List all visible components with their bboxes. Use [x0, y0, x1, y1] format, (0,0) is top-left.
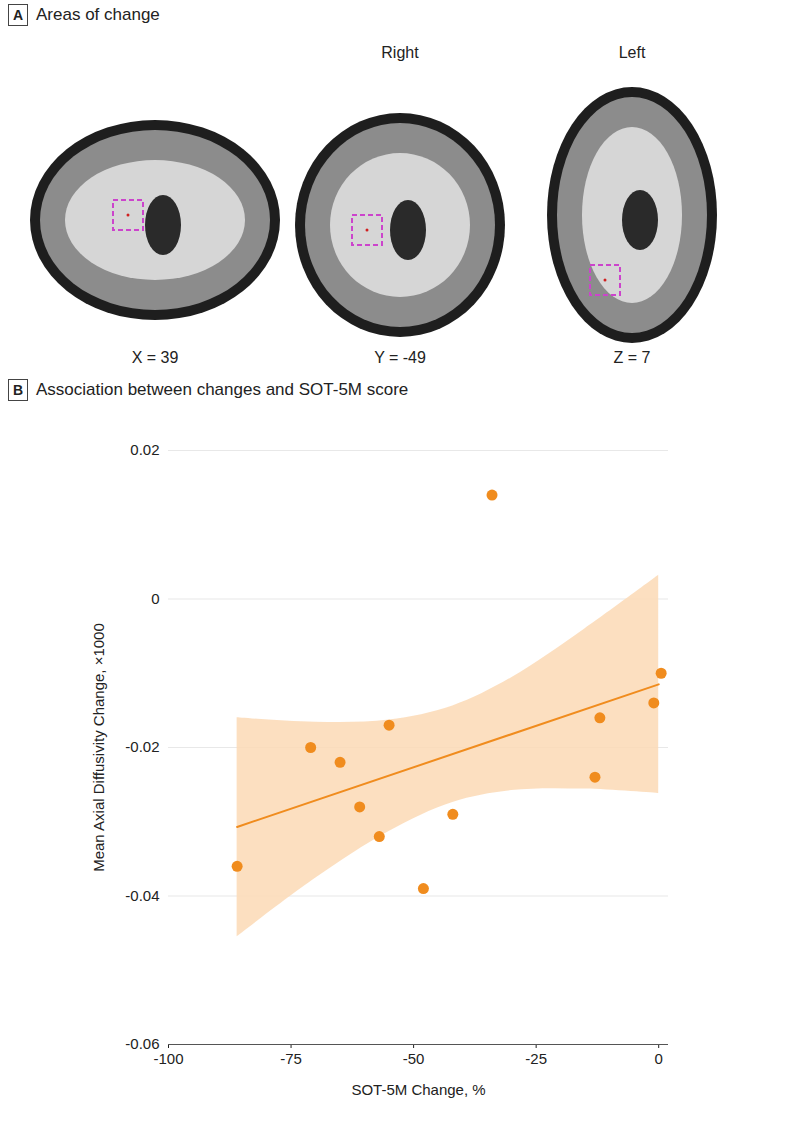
html-text:Areas of change: Areas of change [36, 5, 160, 24]
svg-text:SOT-5M Change, %: SOT-5M Change, % [351, 1081, 485, 1098]
svg-text:0: 0 [655, 1050, 663, 1067]
svg-text:0: 0 [151, 590, 159, 607]
svg-text:Left: Left [619, 44, 646, 61]
svg-text:-25: -25 [525, 1050, 547, 1067]
svg-text:Y = -49: Y = -49 [374, 349, 426, 366]
svg-text:-100: -100 [153, 1050, 183, 1067]
svg-text:Right: Right [381, 44, 419, 61]
svg-text:X = 39: X = 39 [132, 349, 179, 366]
svg-text:Z = 7: Z = 7 [614, 349, 651, 366]
svg-text:-0.06: -0.06 [125, 1035, 160, 1053]
svg-text:Mean Axial Diffusivity Change,: Mean Axial Diffusivity Change, ×1000 [90, 623, 107, 872]
svg-text:-0.02: -0.02 [125, 738, 159, 755]
html-text:A: A [12, 7, 24, 23]
html-text:B: B [12, 382, 24, 398]
svg-text:-0.04: -0.04 [125, 887, 159, 904]
svg-text:-75: -75 [280, 1050, 302, 1067]
svg-text:-50: -50 [403, 1050, 425, 1067]
svg-text:0.02: 0.02 [130, 441, 159, 458]
html-text:Association between changes an: Association between changes and SOT-5M s… [36, 380, 409, 399]
